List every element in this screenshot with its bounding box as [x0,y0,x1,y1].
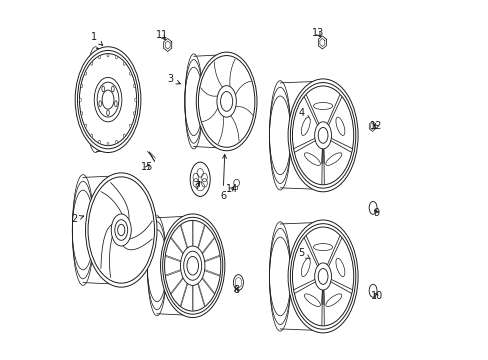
Ellipse shape [287,220,357,333]
Ellipse shape [325,294,341,306]
Ellipse shape [118,224,124,236]
Text: 4: 4 [298,108,309,120]
Ellipse shape [301,258,309,276]
Ellipse shape [123,62,125,65]
Ellipse shape [79,54,136,146]
Ellipse shape [98,140,101,143]
Text: 9: 9 [373,208,379,218]
Ellipse shape [106,110,109,116]
Ellipse shape [318,127,327,143]
Ellipse shape [313,244,332,251]
Ellipse shape [314,122,331,149]
Ellipse shape [91,134,93,137]
Ellipse shape [115,140,117,143]
Ellipse shape [292,227,353,326]
Ellipse shape [99,101,102,107]
Text: 7: 7 [194,181,200,191]
Ellipse shape [81,112,82,115]
Ellipse shape [160,214,224,318]
Ellipse shape [287,79,357,192]
Ellipse shape [313,103,332,109]
Ellipse shape [84,72,86,75]
Ellipse shape [164,220,221,311]
Ellipse shape [123,134,125,137]
Text: 1: 1 [90,32,102,45]
Ellipse shape [335,117,344,135]
Ellipse shape [79,98,81,101]
Text: 15: 15 [141,162,153,172]
Ellipse shape [102,90,114,109]
Ellipse shape [77,50,138,149]
Ellipse shape [107,143,109,146]
Text: 14: 14 [225,184,238,194]
Ellipse shape [133,84,135,87]
Ellipse shape [81,84,82,87]
Ellipse shape [94,77,122,122]
Text: 12: 12 [369,121,381,131]
Ellipse shape [180,246,204,285]
Ellipse shape [111,86,114,92]
Text: 10: 10 [370,291,382,301]
Ellipse shape [111,214,131,246]
Ellipse shape [75,47,141,153]
Ellipse shape [292,86,353,185]
Text: 2: 2 [72,214,83,224]
Ellipse shape [97,82,119,117]
Ellipse shape [133,112,135,115]
Ellipse shape [102,86,104,92]
Ellipse shape [114,101,117,107]
Ellipse shape [186,256,198,275]
Ellipse shape [301,117,309,135]
Text: 11: 11 [155,30,167,40]
Ellipse shape [129,72,131,75]
Ellipse shape [314,263,331,290]
Text: 3: 3 [167,74,180,84]
Ellipse shape [325,153,341,165]
Ellipse shape [304,294,320,306]
Ellipse shape [84,124,86,127]
Ellipse shape [318,269,327,284]
Ellipse shape [115,220,127,240]
Ellipse shape [290,224,355,329]
Ellipse shape [129,124,131,127]
Ellipse shape [304,153,320,165]
Ellipse shape [196,52,257,151]
Text: 6: 6 [220,154,226,201]
Ellipse shape [335,258,344,276]
Text: 8: 8 [233,285,239,295]
Ellipse shape [220,91,232,111]
Ellipse shape [217,86,236,117]
Ellipse shape [85,173,157,287]
Text: 13: 13 [311,28,323,38]
Ellipse shape [107,54,109,57]
Ellipse shape [290,82,355,188]
Ellipse shape [98,56,101,59]
Text: 5: 5 [298,248,309,259]
Ellipse shape [88,177,154,283]
Ellipse shape [163,217,223,314]
Ellipse shape [198,55,254,147]
Ellipse shape [115,56,117,59]
Ellipse shape [91,62,93,65]
Ellipse shape [183,251,201,280]
Ellipse shape [134,98,136,101]
